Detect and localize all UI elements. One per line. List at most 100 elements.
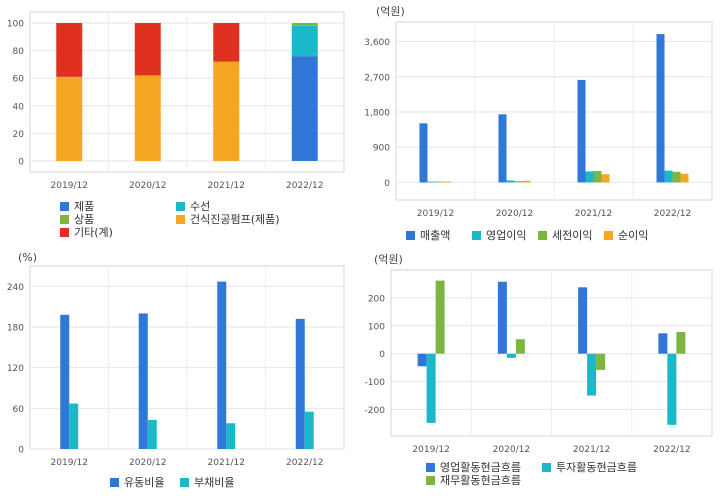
legend-label: 재무활동현금흐름: [440, 474, 521, 487]
chart-3-unit-label: (%): [18, 251, 38, 264]
bar: [217, 281, 227, 449]
legend-label: 매출액: [420, 229, 451, 242]
legend-swatch: [542, 462, 551, 472]
bar: [69, 403, 79, 449]
bar: [515, 339, 525, 354]
y-tick-label: 900: [373, 144, 390, 154]
bar-segment: [134, 23, 161, 76]
x-tick-label: 2022/12: [654, 209, 691, 219]
legend-swatch: [180, 477, 189, 487]
bar: [226, 423, 236, 449]
legend-swatch: [60, 201, 69, 211]
x-tick-label: 2019/12: [417, 209, 454, 219]
legend-label: 상품: [74, 213, 95, 226]
y-tick-label: 0: [379, 350, 385, 360]
y-tick-label: 60: [13, 75, 25, 85]
y-tick-label: 100: [7, 20, 24, 30]
y-tick-label: 80: [13, 47, 25, 57]
bar: [514, 181, 523, 183]
bar: [427, 181, 436, 183]
x-tick-label: 2021/12: [208, 458, 245, 468]
y-tick-label: 200: [368, 294, 385, 304]
legend-swatch: [110, 477, 119, 487]
bar: [585, 171, 594, 183]
bar: [147, 419, 157, 449]
legend-swatch: [472, 230, 481, 240]
legend-label: 세전이익: [552, 229, 593, 242]
bar: [656, 34, 665, 183]
legend-swatch: [406, 230, 415, 240]
bar-segment: [291, 23, 318, 26]
bar: [497, 281, 507, 354]
y-tick-label: 3,600: [364, 38, 390, 48]
bar: [498, 114, 507, 183]
bar-segment: [56, 23, 83, 77]
legend-item: 영업활동현금흐름: [426, 460, 521, 474]
chart-3-legend: 유동비율 부채비율: [110, 475, 350, 493]
bar: [577, 79, 586, 183]
bar: [506, 353, 516, 358]
legend-swatch: [538, 230, 547, 240]
y-tick-label: 240: [7, 283, 24, 293]
bar-segment: [56, 76, 83, 161]
legend-label: 투자활동현금흐름: [556, 461, 637, 474]
chart-1-legend: 제품 수선 상품 건식진공펌프(제품) 기타(계): [60, 199, 350, 247]
chart-3-plot: 0 60 120 180 240 2019/12 2020/12 2021/12 2022/12: [7, 265, 345, 468]
y-tick-label: 1,800: [364, 108, 390, 118]
chart-panel-3: (%) 0 60 120 180 240 2019/12 2020/12 2021/12 202…: [0, 248, 360, 496]
bar: [680, 173, 689, 183]
legend-label: 유동비율: [124, 476, 165, 489]
chart-4-plot: -200 -100 0 100 200 2019/12 2020/12 2021/12 2022…: [365, 269, 713, 455]
y-tick-label: 180: [7, 324, 24, 334]
x-tick-label: 2022/12: [286, 181, 323, 191]
bar: [522, 180, 531, 183]
y-tick-label: 0: [18, 157, 24, 167]
bar-segment: [291, 25, 318, 57]
x-tick-label: 2022/12: [653, 445, 690, 455]
x-tick-label: 2019/12: [51, 181, 88, 191]
bar-segment: [213, 61, 240, 161]
bar: [304, 411, 314, 449]
bar: [60, 314, 70, 449]
bar: [658, 333, 668, 354]
chart-panel-1: 0 20 40 60 80 100 2019/12 2020/12 2021/12 2022/12…: [0, 0, 360, 248]
legend-swatch: [604, 230, 613, 240]
bar: [667, 353, 677, 425]
bar: [672, 171, 681, 183]
legend-label: 순이익: [618, 229, 649, 242]
legend-label: 영업이익: [486, 229, 527, 242]
x-tick-label: 2021/12: [573, 445, 610, 455]
x-tick-label: 2021/12: [208, 181, 245, 191]
bar: [295, 318, 305, 449]
bar: [601, 174, 610, 183]
legend-item: 제품: [60, 199, 94, 213]
x-tick-label: 2019/12: [412, 445, 449, 455]
x-tick-label: 2020/12: [129, 458, 166, 468]
y-tick-label: 20: [13, 130, 25, 140]
bar-segment: [291, 56, 318, 161]
bar: [587, 353, 597, 396]
y-tick-label: 120: [7, 364, 24, 374]
chart-2-plot: 0 900 1,800 2,700 3,600 2019/12 2020/12 2021/12…: [364, 21, 713, 219]
bar: [578, 287, 588, 354]
legend-swatch: [176, 201, 185, 211]
legend-label: 영업활동현금흐름: [440, 461, 521, 474]
legend-item: 세전이익: [538, 228, 592, 242]
bar: [593, 171, 602, 183]
chart-2-legend: 매출액 영업이익 세전이익 순이익: [406, 228, 716, 246]
bar-segment: [134, 75, 161, 161]
x-tick-label: 2019/12: [51, 458, 88, 468]
legend-item: 건식진공펌프(제품): [176, 212, 280, 226]
y-tick-label: -200: [365, 406, 386, 416]
bar: [596, 353, 606, 370]
bar: [138, 313, 148, 449]
bar: [426, 353, 436, 423]
chart-1-plot: 0 20 40 60 80 100 2019/12 2020/12 2021/12 2022/12: [7, 11, 345, 191]
legend-item: 투자활동현금흐름: [542, 460, 637, 474]
x-tick-label: 2021/12: [575, 209, 612, 219]
legend-item: 매출액: [406, 228, 450, 242]
y-tick-label: -100: [365, 378, 386, 388]
y-tick-label: 0: [384, 179, 390, 189]
chart-panel-4: (억원) -200 -100 0 100 200 2019/12 2020/12 2021/1…: [360, 248, 720, 496]
